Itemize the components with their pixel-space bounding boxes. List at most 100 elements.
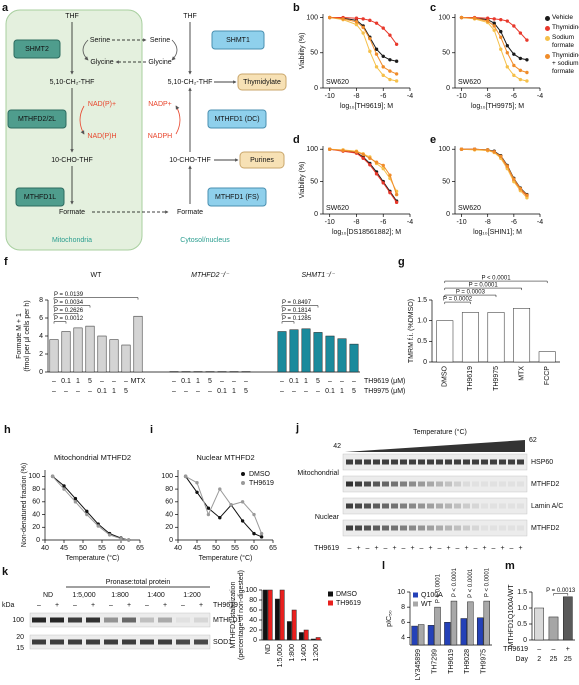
data-point [259, 535, 264, 539]
enzyme-box [207, 187, 267, 207]
panel-letter: g [398, 256, 405, 268]
blot-band [508, 459, 515, 465]
blot-band [418, 503, 425, 509]
blot-band [436, 459, 443, 465]
series-line [461, 148, 528, 195]
legend-label: Thymidine [552, 24, 579, 31]
legend: Vehicle Thymidine Sodium formate Thymidine … [545, 14, 579, 76]
bar [267, 589, 273, 641]
data-point [388, 190, 392, 195]
data-point [195, 481, 199, 485]
blot-band [481, 525, 488, 531]
data-point [368, 163, 372, 167]
p-value: P = 0.0001 [469, 283, 499, 289]
data-point [368, 18, 372, 23]
y-axis-label: Viability (%) [299, 33, 306, 70]
legend-item: Thymidine + sodium formate [545, 52, 579, 76]
data-point [368, 49, 372, 54]
data-point [492, 150, 496, 154]
column-label: 1:400 [147, 592, 165, 599]
data-point [252, 531, 256, 536]
bar [274, 598, 280, 641]
legend-swatch [241, 472, 245, 476]
row-label: – [124, 378, 128, 385]
diagram-labels: THF Serine Glycine SHMT2 5,10-CH₂-THF MT… [18, 13, 281, 244]
x-tick-label: -4 [537, 93, 543, 100]
chart-title: Mitochondrial MTHFD2 [54, 453, 131, 462]
x-tick-label: TH7299 [431, 649, 438, 674]
lane-label: – [510, 545, 514, 552]
legend-label: TH9619 [249, 480, 274, 487]
legend-swatch [545, 53, 550, 59]
blot-band [436, 481, 443, 487]
y-tick-label: 100 [245, 587, 257, 594]
annotation: P < 0.0001 [485, 567, 491, 597]
series-line [185, 476, 262, 538]
protein-label: MTHFD2 [531, 525, 559, 532]
blot-band [409, 525, 416, 531]
blot-band [517, 459, 524, 465]
x-tick-label: -6 [511, 219, 517, 226]
y-tick-label: 4 [401, 634, 405, 641]
legend-swatch [545, 15, 550, 21]
x-tick-label: -4 [537, 219, 543, 226]
blot-band [481, 481, 488, 487]
data-point [126, 538, 131, 542]
blot-band [158, 617, 172, 623]
legend-swatch [413, 601, 418, 607]
blot-band [373, 481, 380, 487]
series-line [461, 148, 528, 197]
row-label: 1 [232, 388, 236, 395]
p-value: P = 0.0002 [443, 297, 473, 303]
bar [513, 308, 531, 363]
data-point [472, 16, 477, 20]
lane-label: + [127, 602, 131, 609]
data-point [62, 487, 66, 491]
bar [436, 320, 454, 363]
panel-letter: j [295, 422, 299, 434]
data-point [361, 31, 365, 35]
row-label: 5 [124, 388, 128, 395]
data-point [361, 152, 365, 157]
x-tick-label: 50 [79, 545, 87, 552]
p-value: P = 0.1814 [282, 308, 312, 314]
data-point [50, 474, 55, 479]
lane-label: – [456, 545, 460, 552]
lane-label: – [366, 545, 370, 552]
blot-band [508, 525, 515, 531]
legend-label: Q100A [421, 592, 443, 599]
data-point [505, 65, 510, 69]
product: Purines [250, 157, 274, 164]
row-label: – [328, 378, 332, 385]
data-point [518, 68, 523, 73]
annotation: SW620 [326, 205, 349, 212]
bar [538, 351, 556, 363]
blot-band [499, 459, 506, 465]
metabolite: Formate [59, 209, 85, 216]
lane-label: + [392, 545, 396, 552]
blot-band [50, 617, 64, 623]
section-label: Mitochondrial [297, 470, 339, 477]
x-tick-label: DMSO [442, 365, 449, 387]
bar [411, 625, 418, 646]
metabolite: Serine [90, 37, 110, 44]
bar [277, 331, 287, 373]
x-tick-label: 45 [60, 545, 68, 552]
legend-label: Vehicle [552, 14, 573, 21]
y-tick-label: 8 [401, 604, 405, 611]
blot-band [427, 459, 434, 465]
blot-band [490, 503, 497, 509]
x-tick-label: TH9975 [493, 366, 500, 391]
x-tick-label: LY345899 [415, 649, 422, 681]
row-label: – [280, 388, 284, 395]
data-point [459, 147, 464, 151]
row-label: 1 [196, 378, 200, 385]
row-label: – [352, 378, 356, 385]
diagram: a THF Serine Glycine SHMT2 5,10-CH₂-THF … [2, 2, 287, 251]
blot-band [418, 481, 425, 487]
y-axis-label: Formate M + 1 [16, 313, 23, 359]
group-label: MTHFD2⁻/⁻ [191, 272, 230, 279]
blot-band [517, 525, 524, 531]
bar [548, 616, 559, 641]
data-point [394, 79, 399, 83]
